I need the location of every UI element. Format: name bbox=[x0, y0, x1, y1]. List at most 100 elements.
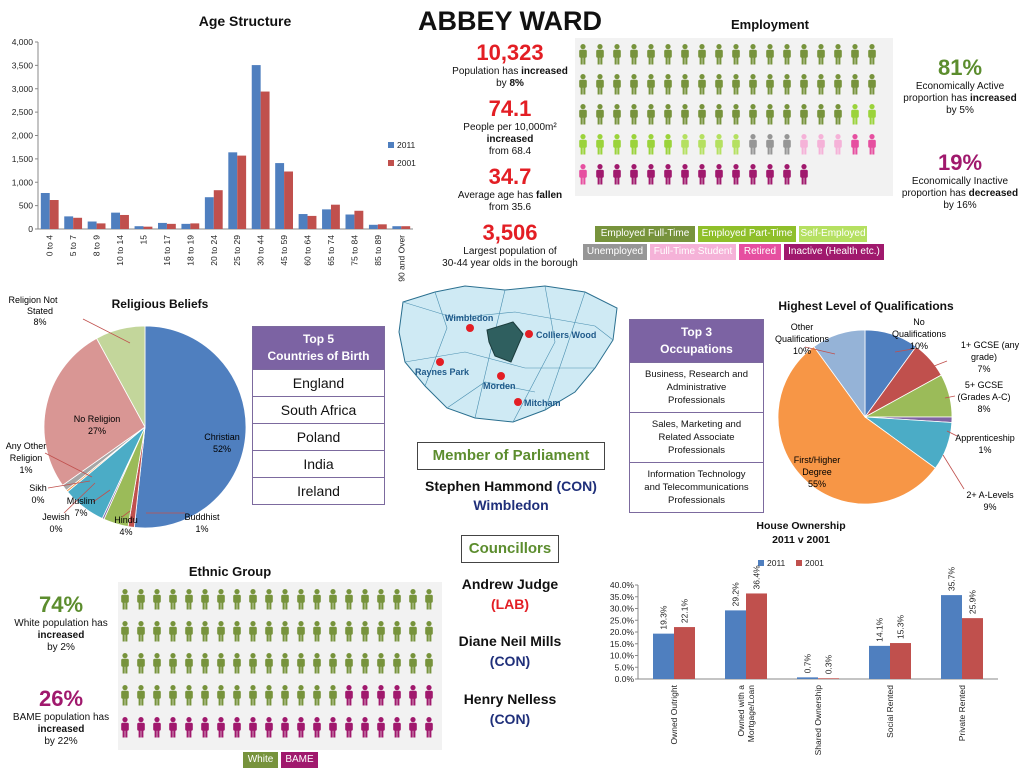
person-head bbox=[282, 685, 288, 691]
person-icon bbox=[233, 589, 241, 610]
person-leg bbox=[770, 57, 773, 65]
person-leg bbox=[333, 698, 336, 706]
person-leg bbox=[600, 117, 603, 125]
person-torso bbox=[630, 49, 638, 58]
label-not-stated: Religion Not bbox=[8, 295, 58, 305]
person-torso bbox=[233, 658, 241, 667]
person-icon bbox=[329, 589, 337, 610]
person-torso bbox=[297, 690, 305, 699]
person-torso bbox=[361, 722, 369, 731]
person-leg bbox=[753, 117, 756, 125]
population-value: 10,323 bbox=[476, 40, 544, 65]
data-label: 15.3% bbox=[896, 615, 906, 640]
person-leg bbox=[301, 634, 304, 642]
person-leg bbox=[429, 698, 432, 706]
person-head bbox=[394, 589, 400, 595]
person-leg bbox=[821, 57, 824, 65]
person-head bbox=[410, 621, 416, 627]
person-head bbox=[154, 717, 160, 723]
person-icon bbox=[630, 104, 638, 125]
person-icon bbox=[783, 104, 791, 125]
person-leg bbox=[138, 698, 141, 706]
person-head bbox=[298, 653, 304, 659]
person-leg bbox=[838, 87, 841, 95]
person-leg bbox=[202, 666, 205, 674]
person-torso bbox=[630, 109, 638, 118]
person-head bbox=[614, 164, 620, 170]
councillor-party: (CON) bbox=[489, 711, 531, 727]
person-leg bbox=[716, 117, 719, 125]
person-icon bbox=[834, 44, 842, 65]
x-tick-label: 85 to 89 bbox=[373, 235, 383, 266]
person-head bbox=[835, 104, 841, 110]
person-icon bbox=[393, 621, 401, 642]
person-head bbox=[362, 717, 368, 723]
person-head bbox=[869, 74, 875, 80]
person-icon bbox=[393, 685, 401, 706]
person-leg bbox=[266, 634, 269, 642]
y-tick-label: 15.0% bbox=[610, 639, 635, 649]
person-leg bbox=[614, 117, 617, 125]
person-leg bbox=[157, 634, 160, 642]
person-leg bbox=[597, 117, 600, 125]
person-icon bbox=[681, 164, 689, 185]
mp-heading-box: Member of Parliament bbox=[417, 442, 605, 470]
person-leg bbox=[685, 117, 688, 125]
person-icon bbox=[783, 134, 791, 155]
person-icon bbox=[169, 685, 177, 706]
person-leg bbox=[397, 666, 400, 674]
person-icon bbox=[281, 589, 289, 610]
person-icon bbox=[630, 74, 638, 95]
person-leg bbox=[365, 730, 368, 738]
person-leg bbox=[186, 602, 189, 610]
person-leg bbox=[648, 147, 651, 155]
person-leg bbox=[597, 87, 600, 95]
person-leg bbox=[872, 87, 875, 95]
person-leg bbox=[394, 602, 397, 610]
person-torso bbox=[281, 722, 289, 731]
person-torso bbox=[749, 49, 757, 58]
person-head bbox=[394, 685, 400, 691]
person-icon bbox=[233, 717, 241, 738]
person-head bbox=[410, 717, 416, 723]
person-torso bbox=[783, 79, 791, 88]
person-head bbox=[699, 164, 705, 170]
person-leg bbox=[333, 730, 336, 738]
person-leg bbox=[173, 666, 176, 674]
person-head bbox=[330, 685, 336, 691]
person-leg bbox=[362, 730, 365, 738]
person-torso bbox=[377, 722, 385, 731]
person-head bbox=[346, 653, 352, 659]
person-leg bbox=[173, 730, 176, 738]
person-leg bbox=[253, 634, 256, 642]
label-any-other-pct: 1% bbox=[19, 465, 32, 475]
person-head bbox=[597, 44, 603, 50]
person-leg bbox=[665, 57, 668, 65]
person-head bbox=[378, 717, 384, 723]
mitcham-marker bbox=[514, 398, 522, 406]
person-torso bbox=[201, 626, 209, 635]
label-muslim: Muslim bbox=[67, 496, 96, 506]
person-leg bbox=[426, 602, 429, 610]
person-torso bbox=[681, 109, 689, 118]
label-degree: First/Higher bbox=[794, 455, 841, 465]
country-row: South Africa bbox=[253, 396, 384, 423]
person-head bbox=[122, 653, 128, 659]
person-head bbox=[699, 134, 705, 140]
person-head bbox=[154, 653, 160, 659]
person-torso bbox=[596, 79, 604, 88]
person-torso bbox=[783, 139, 791, 148]
person-torso bbox=[185, 690, 193, 699]
map-label-raynes-park: Raynes Park bbox=[415, 367, 470, 377]
person-icon bbox=[361, 589, 369, 610]
person-torso bbox=[596, 139, 604, 148]
person-leg bbox=[617, 117, 620, 125]
person-leg bbox=[651, 147, 654, 155]
person-torso bbox=[361, 594, 369, 603]
person-head bbox=[282, 653, 288, 659]
bar-2011 bbox=[111, 212, 121, 229]
person-leg bbox=[600, 177, 603, 185]
person-torso bbox=[834, 79, 842, 88]
person-torso bbox=[393, 690, 401, 699]
person-torso bbox=[579, 169, 587, 178]
